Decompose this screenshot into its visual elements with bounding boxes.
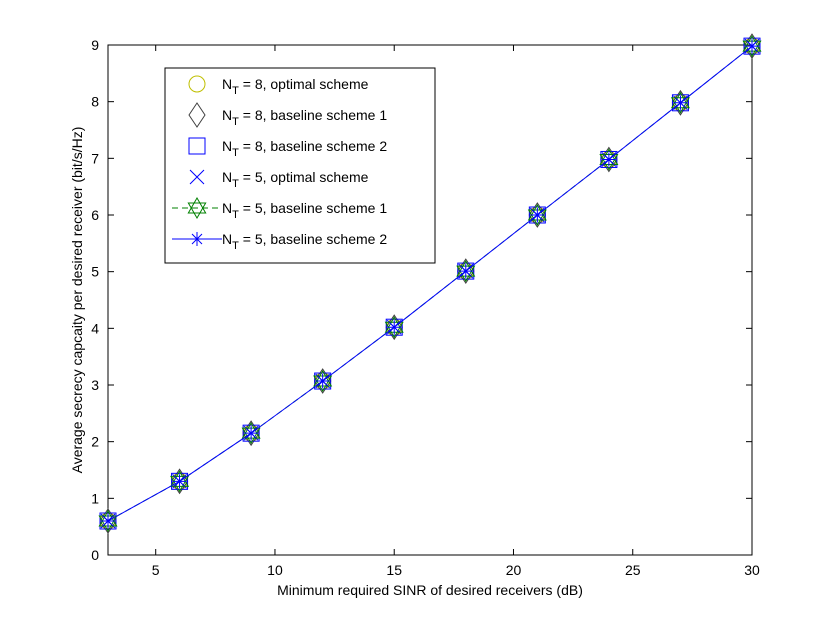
series-3-point <box>600 150 618 168</box>
legend-label: NT = 8, optimal scheme <box>222 76 369 97</box>
y-tick-label: 3 <box>91 377 99 393</box>
y-tick-label: 8 <box>91 94 99 110</box>
plot-area-frame <box>107 44 753 556</box>
series-6-point <box>387 320 402 335</box>
series-3-point <box>242 424 260 442</box>
series-3-point <box>743 37 761 55</box>
legend-entry-3: NT = 8, baseline scheme 2 <box>188 137 387 159</box>
legend-entry-5: NT = 5, baseline scheme 1 <box>172 196 387 221</box>
legend-marker-up <box>187 196 207 214</box>
series-6-point <box>244 426 259 441</box>
legend-label: NT = 8, baseline scheme 1 <box>222 107 387 128</box>
legend-marker <box>188 75 206 93</box>
series-3-point <box>171 472 189 490</box>
series-6-point <box>172 474 187 489</box>
legend-label-text: = 5, baseline scheme 1 <box>239 200 387 216</box>
series-2-point <box>743 33 761 60</box>
legend-label: NT = 8, baseline scheme 2 <box>222 138 387 159</box>
legend-marker-down <box>187 202 207 220</box>
legend-marker <box>188 102 206 128</box>
series-3-point <box>385 318 403 336</box>
series-6-point <box>101 514 115 528</box>
y-axis-label: Average secrecy capcaity per desired rec… <box>69 127 85 474</box>
series-6-point <box>315 374 330 389</box>
series-6-point <box>601 152 616 167</box>
legend-label-text: = 5, optimal scheme <box>239 169 369 185</box>
series-3-point <box>314 372 332 390</box>
series-6 <box>101 39 759 528</box>
series-3-point <box>457 262 475 280</box>
legend-label-subscript: T <box>232 240 239 252</box>
legend-marker <box>190 232 204 246</box>
legend-label-text: = 8, optimal scheme <box>239 76 369 92</box>
series-6-point <box>530 208 545 222</box>
x-axis-label: Minimum required SINR of desired receive… <box>277 582 583 598</box>
series-6-point <box>745 39 759 54</box>
legend-label-main: N <box>222 169 232 185</box>
legend-label-text: = 8, baseline scheme 1 <box>239 107 387 123</box>
legend-label: NT = 5, baseline scheme 1 <box>222 200 387 221</box>
legend-label: NT = 5, baseline scheme 2 <box>222 231 387 252</box>
legend-marker <box>187 196 207 220</box>
x-tick-label: 20 <box>506 562 522 578</box>
y-tick-label: 0 <box>91 547 99 563</box>
legend-label-main: N <box>222 200 232 216</box>
legend-label-main: N <box>222 138 232 154</box>
legend-label-text: = 5, baseline scheme 2 <box>239 231 387 247</box>
legend-label-main: N <box>222 107 232 123</box>
series-2-point <box>99 508 117 534</box>
ticks: 5 10 15 20 25 30 0 1 2 3 4 5 6 7 8 9 <box>91 37 760 578</box>
legend-label-subscript: T <box>232 116 239 128</box>
y-tick-label: 1 <box>91 490 99 506</box>
legend-marker <box>189 169 205 185</box>
y-tick-label: 5 <box>91 264 99 280</box>
legend-box <box>164 67 436 264</box>
series-3 <box>99 37 761 530</box>
legend-label-subscript: T <box>232 147 239 159</box>
legend-label-text: = 8, baseline scheme 2 <box>239 138 387 154</box>
series-6-line <box>107 45 753 522</box>
legend-entry-4: NT = 5, optimal scheme <box>189 169 369 190</box>
series-3-point <box>99 512 117 530</box>
series-3-point <box>671 94 689 112</box>
legend-label-main: N <box>222 76 232 92</box>
legend-entry-6: NT = 5, baseline scheme 2 <box>172 231 387 252</box>
series-6-point <box>458 264 473 279</box>
x-tick-label: 5 <box>152 562 160 578</box>
x-tick-label: 30 <box>744 562 760 578</box>
legend-entry-1: NT = 8, optimal scheme <box>188 75 369 97</box>
series-6-point <box>673 95 688 110</box>
legend-label-subscript: T <box>232 209 239 221</box>
legend-label: NT = 5, optimal scheme <box>222 169 369 190</box>
x-tick-label: 15 <box>386 562 402 578</box>
legend-label-subscript: T <box>232 178 239 190</box>
y-tick-label: 9 <box>91 37 99 53</box>
legend-entry-2: NT = 8, baseline scheme 1 <box>188 102 387 128</box>
y-tick-label: 4 <box>91 320 99 336</box>
legend-marker <box>188 137 206 155</box>
y-tick-label: 2 <box>91 434 99 450</box>
y-tick-label: 7 <box>91 150 99 166</box>
x-tick-label: 25 <box>625 562 641 578</box>
legend-label-subscript: T <box>232 85 239 97</box>
y-tick-label: 6 <box>91 207 99 223</box>
x-tick-label: 10 <box>267 562 283 578</box>
legend-label-main: N <box>222 231 232 247</box>
series-3-point <box>528 206 546 224</box>
